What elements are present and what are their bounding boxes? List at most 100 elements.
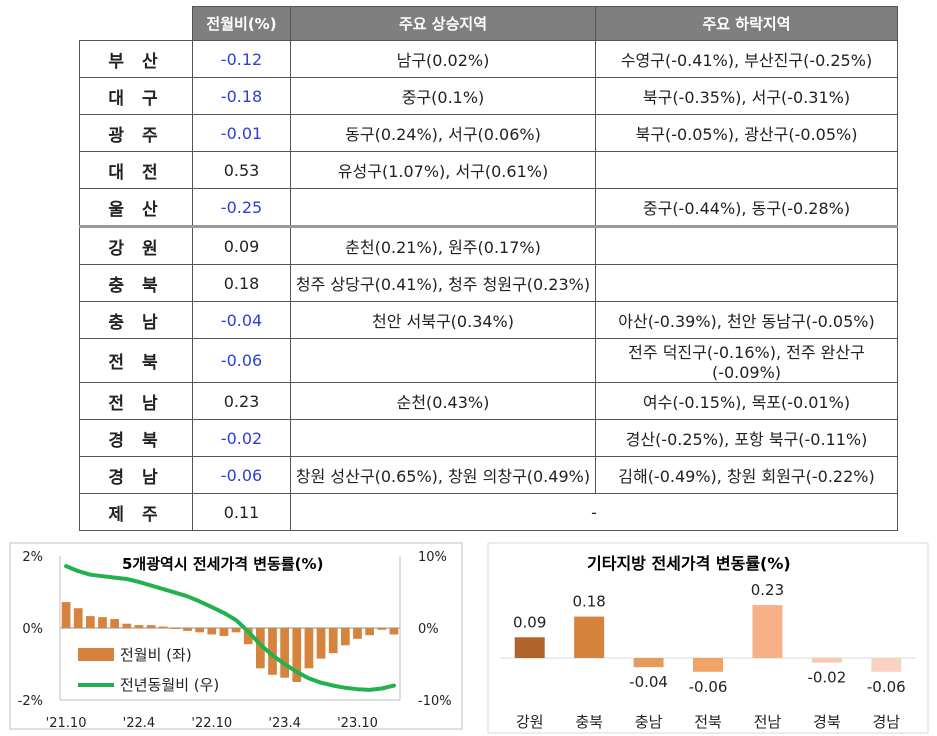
yoy-line — [64, 564, 396, 692]
falling-regions-cell: 아산(-0.39%), 천안 동남구(-0.05%) — [595, 301, 898, 339]
region-name: 울 산 — [79, 188, 193, 227]
left-axis-tick: -2% — [18, 694, 43, 709]
table-row: 경 북 -0.02 경산(-0.25%), 포항 북구(-0.11%) — [79, 419, 898, 457]
rising-regions-cell: 천안 서북구(0.34%) — [290, 301, 596, 339]
provincial-category-label: 경북 — [813, 713, 841, 731]
x-axis-tick: '22.10 — [191, 716, 232, 731]
monthly-change-bar — [146, 625, 156, 628]
table-row: 대 전 0.53 유성구(1.07%), 서구(0.61%) — [79, 151, 898, 189]
region-name: 대 구 — [79, 77, 193, 115]
provincial-chart-frame — [487, 542, 929, 734]
header-falling-regions: 주요 하락지역 — [595, 6, 898, 41]
table-row: 제 주 0.11- — [79, 493, 898, 531]
region-name: 충 북 — [79, 264, 193, 302]
x-axis-tick: '22.4 — [123, 716, 156, 731]
header-monthly-change: 전월비(%) — [192, 6, 291, 41]
monthly-change-bar — [158, 626, 168, 628]
monthly-change-value: 0.09 — [192, 225, 291, 265]
provincial-bar — [693, 658, 723, 672]
rising-regions-cell: 중구(0.1%) — [290, 77, 596, 115]
falling-regions-cell: 경산(-0.25%), 포항 북구(-0.11%) — [595, 419, 898, 457]
monthly-change-bar — [243, 628, 253, 645]
falling-regions-cell: 전주 덕진구(-0.16%), 전주 완산구(-0.09%) — [595, 338, 898, 383]
monthly-change-bar — [365, 628, 375, 636]
falling-regions-cell: 수영구(-0.41%), 부산진구(-0.25%) — [595, 40, 898, 78]
legend-bar-swatch — [78, 648, 114, 661]
falling-regions-cell: 여수(-0.15%), 목포(-0.01%) — [595, 382, 898, 420]
table-row: 충 북 0.18 청주 상당구(0.41%), 청주 청원구(0.23%) — [79, 264, 898, 302]
monthly-change-value: 0.23 — [192, 382, 291, 420]
rising-regions-cell: 춘천(0.21%), 원주(0.17%) — [290, 225, 596, 265]
right-axis-tick: 0% — [418, 622, 439, 637]
table-row: 충 남 -0.04 천안 서북구(0.34%) 아산(-0.39%), 천안 동남구(… — [79, 301, 898, 339]
region-name: 경 남 — [79, 456, 193, 494]
legend-line-label: 전년동월비 (우) — [120, 676, 219, 694]
provincial-category-label: 경남 — [872, 713, 900, 731]
rising-regions-cell — [290, 188, 596, 227]
rising-regions-cell: 남구(0.02%) — [290, 40, 596, 78]
falling-regions-cell: 북구(-0.35%), 서구(-0.31%) — [595, 77, 898, 115]
region-name: 경 북 — [79, 419, 193, 457]
rising-regions-cell: 유성구(1.07%), 서구(0.61%) — [290, 151, 596, 189]
provincial-bar-label: 0.23 — [751, 581, 784, 599]
monthly-change-value: -0.01 — [192, 114, 291, 152]
monthly-change-bar — [195, 628, 205, 633]
rising-regions-cell: 동구(0.24%), 서구(0.06%) — [290, 114, 596, 152]
region-table: 전월비(%) 주요 상승지역 주요 하락지역 부 산 -0.12 남구(0.02%)… — [79, 6, 898, 531]
monthly-change-value: 0.11 — [192, 493, 291, 531]
monthly-change-bar — [219, 628, 229, 636]
table-row: 강 원 0.09 춘천(0.21%), 원주(0.17%) — [79, 225, 898, 265]
header-blank — [79, 6, 193, 41]
monthly-change-value: 0.18 — [192, 264, 291, 302]
falling-regions-cell — [595, 225, 898, 265]
monthly-change-bar — [122, 623, 132, 628]
monthly-change-bar — [268, 628, 277, 675]
metro-chart: 5개광역시 전세가격 변동률(%) 2% 0% -2% 10% 0% -10% '21.10… — [9, 542, 463, 731]
left-axis-tick: 0% — [22, 622, 43, 637]
x-axis-tick: '23.10 — [337, 716, 378, 731]
table-row: 광 주 -0.01 동구(0.24%), 서구(0.06%) 북구(-0.05%), … — [79, 114, 898, 152]
monthly-change-bar — [98, 617, 107, 628]
region-name: 전 남 — [79, 382, 193, 420]
falling-regions-cell: 북구(-0.05%), 광산구(-0.05%) — [595, 114, 898, 152]
monthly-change-bar — [353, 628, 362, 639]
region-name: 전 북 — [79, 338, 193, 383]
provincial-bar — [871, 658, 902, 672]
legend-bar-label: 전월비 (좌) — [120, 646, 192, 664]
rising-regions-cell — [290, 419, 596, 457]
monthly-change-bar — [61, 602, 71, 628]
rising-regions-cell: 창원 성산구(0.65%), 창원 의창구(0.49%) — [290, 456, 596, 494]
merged-regions-cell: - — [290, 493, 898, 531]
provincial-bar — [752, 605, 783, 658]
table-row: 전 북 -0.06 전주 덕진구(-0.16%), 전주 완산구(-0.09%) — [79, 338, 898, 383]
header-rising-regions: 주요 상승지역 — [290, 6, 596, 41]
x-axis-tick: '21.10 — [46, 716, 87, 731]
provincial-chart: 기타지방 전세가격 변동률(%) 0.09 강원 0.18 충북 -0.04 충남 -0.0… — [487, 542, 929, 734]
provincial-bar — [811, 658, 842, 663]
provincial-category-label: 전북 — [694, 713, 722, 731]
monthly-change-value: -0.25 — [192, 188, 291, 227]
monthly-change-value: -0.12 — [192, 40, 291, 78]
left-axis-tick: 2% — [22, 550, 43, 565]
provincial-bar-label: -0.06 — [689, 678, 728, 696]
provincial-bar — [514, 637, 545, 658]
monthly-change-bar — [85, 616, 95, 628]
provincial-bar-label: -0.02 — [807, 669, 846, 687]
metro-chart-title: 5개광역시 전세가격 변동률(%) — [122, 555, 323, 573]
monthly-change-bar — [340, 628, 350, 646]
monthly-change-bar — [255, 628, 265, 669]
provincial-bar — [633, 658, 664, 668]
falling-regions-cell — [595, 264, 898, 302]
rising-regions-cell: 순천(0.43%) — [290, 382, 596, 420]
monthly-change-bar — [110, 619, 120, 628]
table-row: 대 구 -0.18 중구(0.1%) 북구(-0.35%), 서구(-0.31%) — [79, 77, 898, 115]
region-name: 충 남 — [79, 301, 193, 339]
provincial-category-label: 충북 — [575, 713, 603, 731]
region-name: 강 원 — [79, 225, 193, 265]
monthly-change-bar — [170, 628, 180, 629]
table-row: 경 남 -0.06 창원 성산구(0.65%), 창원 의창구(0.49%) 김해(-… — [79, 456, 898, 494]
monthly-change-value: 0.53 — [192, 151, 291, 189]
falling-regions-cell — [595, 151, 898, 189]
monthly-change-bar — [183, 628, 192, 631]
provincial-bar-label: 0.09 — [513, 613, 546, 631]
